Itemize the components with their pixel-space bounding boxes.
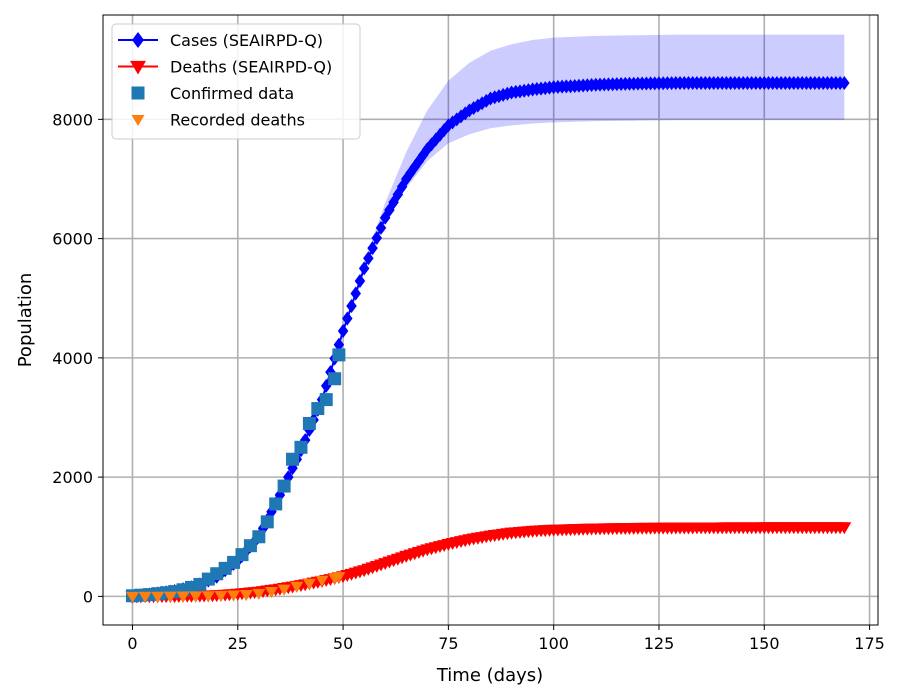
data-point: [367, 241, 378, 256]
data-point: [346, 298, 357, 313]
data-point: [269, 497, 283, 511]
data-point: [214, 590, 228, 602]
data-point: [342, 311, 353, 326]
data-point: [286, 452, 300, 466]
legend: Cases (SEAIRPD-Q) Deaths (SEAIRPD-Q) Confi…: [111, 23, 361, 140]
data-point: [375, 220, 387, 235]
series: [125, 75, 852, 604]
data-point: [350, 286, 361, 301]
legend-marker: [130, 60, 146, 75]
plot-area: [102, 14, 879, 626]
data-point: [264, 587, 278, 599]
data-point: [163, 591, 177, 603]
legend-box: [111, 23, 361, 140]
data-point: [294, 440, 308, 454]
legend-marker: [131, 114, 145, 126]
data-point: [260, 515, 274, 529]
y-tick-label: 2000: [52, 468, 93, 487]
data-point: [239, 590, 253, 602]
legend-label: Cases (SEAIRPD-Q): [170, 31, 323, 50]
data-point: [332, 348, 346, 362]
confidence-band: [132, 34, 845, 597]
data-point: [189, 591, 203, 603]
y-tick-label: 4000: [52, 349, 93, 368]
y-axis: 0 2000 4000 6000 8000: [52, 110, 103, 606]
data-point: [354, 273, 366, 288]
data-point: [332, 572, 346, 584]
y-tick-label: 6000: [52, 230, 93, 249]
x-tick-label: 75: [438, 634, 458, 653]
data-point: [837, 522, 852, 535]
data-point: [290, 581, 304, 593]
x-tick-label: 25: [228, 634, 248, 653]
data-point: [333, 337, 345, 352]
y-tick-label: 0: [83, 587, 93, 606]
data-point: [302, 416, 316, 430]
data-point: [363, 251, 374, 266]
data-point: [839, 75, 850, 90]
data-point: [252, 588, 266, 600]
x-tick-label: 150: [749, 634, 780, 653]
x-tick-label: 0: [127, 634, 137, 653]
data-point: [358, 261, 370, 276]
legend-label: Recorded deaths: [170, 111, 305, 130]
legend-label: Confirmed data: [170, 84, 294, 103]
data-point: [227, 590, 241, 602]
x-tick-label: 175: [854, 634, 885, 653]
data-point: [176, 591, 190, 603]
legend-label: Deaths (SEAIRPD-Q): [170, 58, 332, 77]
x-axis-label: Time (days): [436, 665, 543, 686]
data-point: [252, 530, 266, 544]
data-point: [319, 393, 333, 407]
data-point: [201, 591, 215, 603]
data-point: [151, 591, 165, 603]
data-point: [337, 324, 349, 339]
data-point: [328, 372, 342, 386]
data-point: [277, 479, 291, 493]
y-tick-label: 8000: [52, 110, 93, 129]
plot-frame: [102, 14, 879, 626]
y-axis-label: Population: [15, 273, 36, 368]
data-point: [125, 591, 139, 603]
data-point: [315, 575, 329, 587]
legend-marker: [132, 32, 144, 48]
legend-marker: [131, 86, 145, 100]
data-point: [277, 584, 291, 596]
x-axis: 0 25 50 75 100 125 150 175: [127, 625, 885, 653]
x-tick-label: 125: [644, 634, 675, 653]
x-tick-label: 100: [538, 634, 569, 653]
data-point: [371, 231, 383, 246]
series-recorded-deaths: [125, 572, 346, 603]
x-tick-label: 50: [333, 634, 353, 653]
cases-confidence-band: [132, 34, 845, 597]
data-point: [302, 578, 316, 590]
data-point: [138, 591, 152, 603]
